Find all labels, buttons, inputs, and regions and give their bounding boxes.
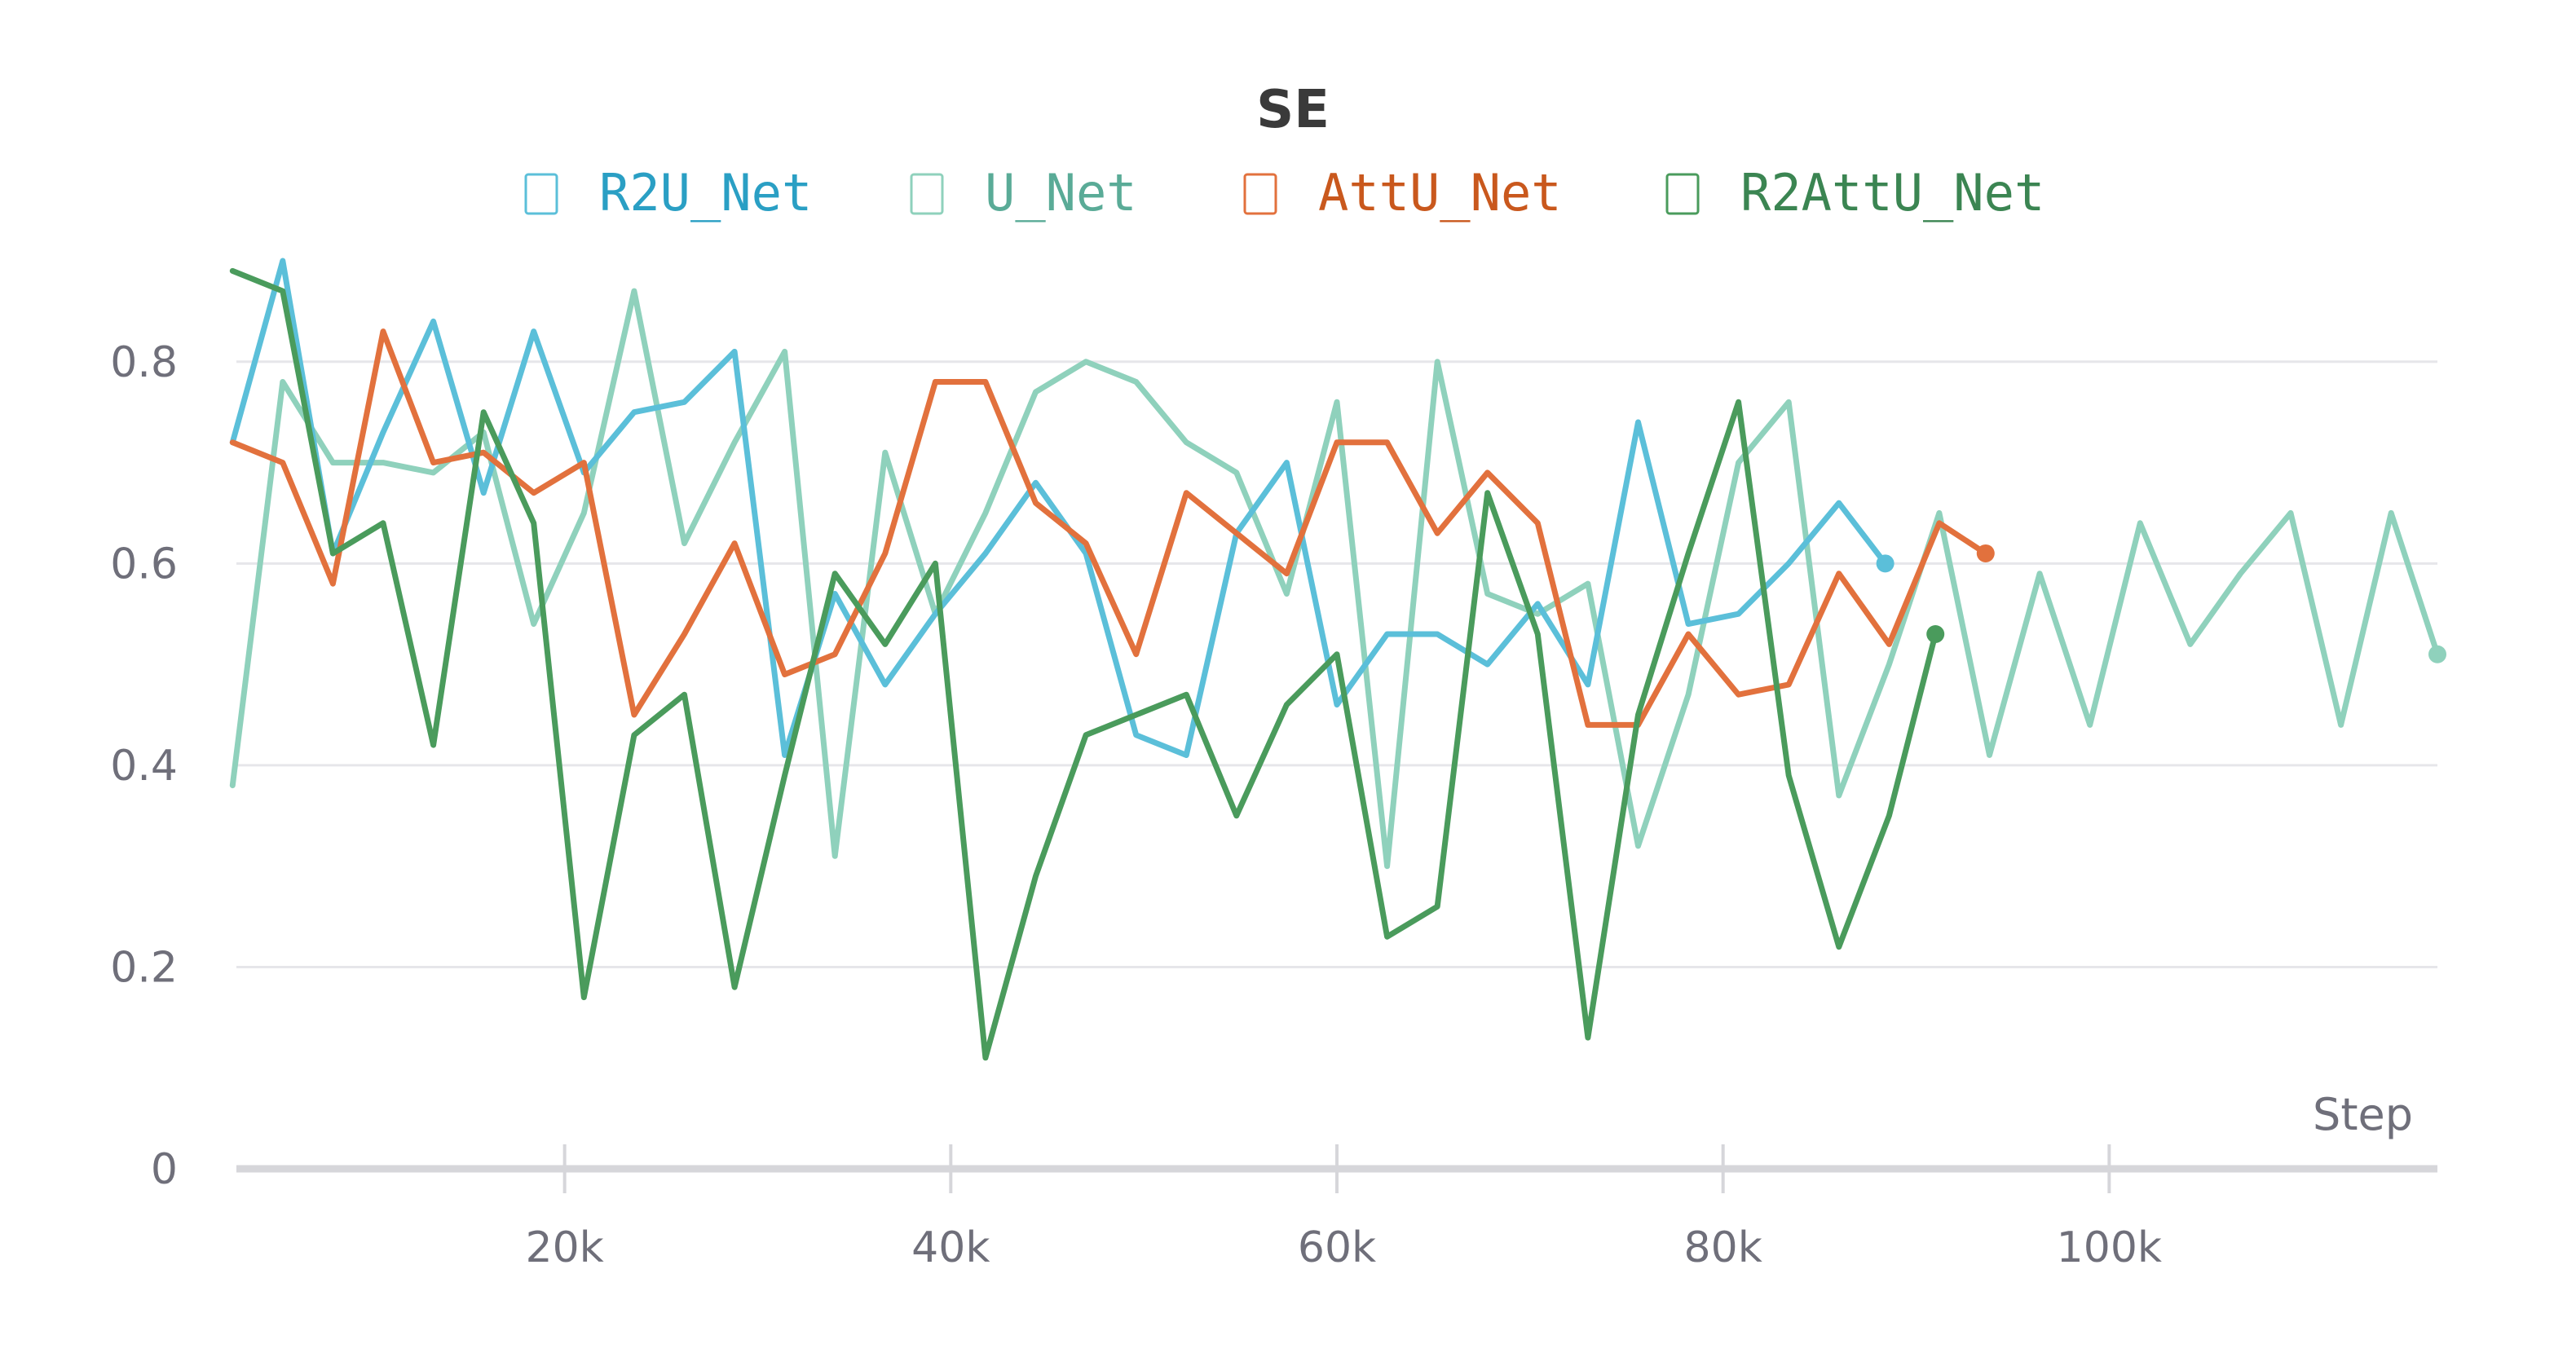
series-end-point-r2u-net <box>1876 554 1895 573</box>
series-end-point-u-net <box>2428 645 2446 663</box>
plot-area <box>229 258 2446 1061</box>
y-tick-label: 0 <box>151 1145 178 1194</box>
legend[interactable]: R2U_Net U_Net AttU_Net R2AttU_Net <box>524 163 2044 223</box>
legend-label-u-net: U_Net <box>985 163 1137 223</box>
y-tick-label: 0.2 <box>110 943 178 992</box>
legend-label-r2attu-net: R2AttU_Net <box>1740 163 2044 223</box>
legend-label-r2u-net: R2U_Net <box>599 163 812 223</box>
chart-title: SE <box>1256 80 1330 140</box>
x-axis: 20k 40k 60k 80k 100k <box>236 1144 2437 1272</box>
series-line-r2u-net <box>229 258 1889 758</box>
legend-swatch-attu-net <box>1243 173 1277 215</box>
legend-label-attu-net: AttU_Net <box>1318 163 1562 223</box>
series-line-r2attu-net <box>229 267 1939 1061</box>
legend-item-u-net[interactable]: U_Net <box>910 163 1137 223</box>
series-line-attu-net <box>229 328 1989 728</box>
x-tick-label: 60k <box>1298 1223 1376 1272</box>
legend-item-r2u-net[interactable]: R2U_Net <box>524 163 812 223</box>
y-tick-label: 0.4 <box>110 742 178 791</box>
x-tick-label: 100k <box>2057 1223 2162 1272</box>
series-end-point-attu-net <box>1976 544 1995 562</box>
x-tick-label: 40k <box>911 1223 990 1272</box>
y-axis: 0 0.2 0.4 0.6 0.8 <box>110 338 178 1194</box>
legend-swatch-r2attu-net <box>1665 173 1700 215</box>
y-tick-label: 0.6 <box>110 540 178 588</box>
legend-item-attu-net[interactable]: AttU_Net <box>1243 163 1562 223</box>
legend-swatch-u-net <box>910 173 944 215</box>
x-tick-label: 20k <box>525 1223 603 1272</box>
x-tick-label: 80k <box>1684 1223 1762 1272</box>
y-tick-label: 0.8 <box>110 338 178 387</box>
x-axis-label: Step <box>2313 1089 2413 1140</box>
series-end-point-r2attu-net <box>1926 624 1945 643</box>
legend-swatch-r2u-net <box>524 173 558 215</box>
series-line-u-net <box>229 288 2441 870</box>
legend-item-r2attu-net[interactable]: R2AttU_Net <box>1665 163 2044 223</box>
